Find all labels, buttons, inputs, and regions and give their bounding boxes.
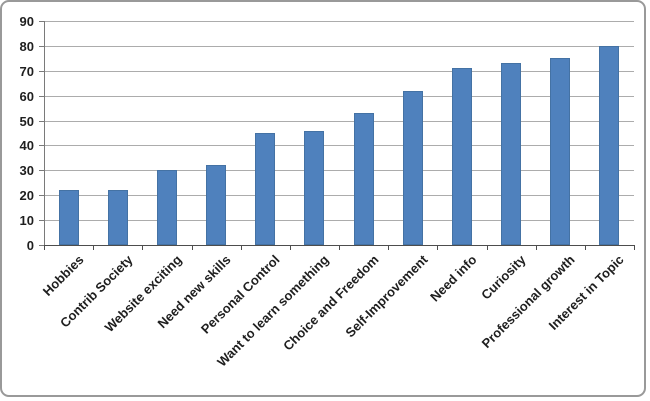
x-axis-tick-7	[388, 246, 390, 250]
gridline-60	[44, 95, 634, 97]
bar-choice-and-freedom	[353, 113, 374, 245]
x-axis-label-need-info: Need info	[427, 252, 480, 305]
bar-website-exciting	[156, 170, 177, 245]
y-axis-tick-10	[39, 220, 44, 222]
y-axis-label-10: 10	[19, 213, 34, 229]
x-axis-label-hobbies: Hobbies	[39, 252, 87, 299]
y-axis-tick-80	[39, 45, 44, 47]
bar-contrib-society	[107, 190, 128, 245]
x-axis-label-self-improvement: Self-Improvement	[342, 252, 431, 341]
bar-hobbies	[58, 190, 79, 245]
gridline-30	[44, 170, 634, 172]
x-axis-label-choice-and-freedom: Choice and Freedom	[279, 252, 382, 354]
x-axis-tick-12	[634, 246, 635, 250]
gridline-90	[44, 21, 634, 22]
x-axis-label-curiosity: Curiosity	[478, 252, 529, 303]
y-axis-label-90: 90	[19, 14, 34, 29]
y-axis-label-30: 30	[19, 163, 34, 179]
gridline-40	[44, 145, 634, 147]
x-axis-tick-4	[240, 246, 242, 250]
x-axis-label-professional-growth: Professional growth	[478, 252, 578, 351]
x-axis-tick-2	[142, 246, 144, 250]
gridline-10	[44, 220, 634, 222]
x-axis-tick-6	[339, 246, 340, 250]
bar-need-new-skills	[206, 165, 227, 245]
y-axis-label-70: 70	[19, 63, 34, 79]
y-axis-tick-50	[39, 120, 44, 122]
gridline-20	[44, 195, 634, 197]
y-axis-tick-30	[39, 170, 44, 172]
x-axis-tick-10	[535, 246, 537, 250]
bar-curiosity	[501, 63, 522, 245]
x-axis-tick-9	[486, 246, 488, 250]
x-axis-tick-5	[289, 246, 291, 250]
y-axis-tick-90	[39, 21, 44, 22]
y-axis-label-60: 60	[19, 88, 34, 104]
bar-need-info	[451, 68, 472, 245]
x-axis-line	[44, 245, 635, 246]
y-axis-label-0: 0	[26, 238, 34, 253]
x-axis-tick-3	[191, 246, 193, 250]
plot-area: 0 10 20 30 40 50 60 70 80 90 Hobbies Contrib Societ…	[2, 2, 644, 395]
bar-personal-control	[255, 133, 276, 245]
bar-want-to-learn-something	[304, 130, 325, 245]
bar-professional-growth	[550, 58, 571, 245]
y-axis-tick-40	[39, 145, 44, 147]
y-axis-label-40: 40	[19, 138, 34, 154]
gridline-70	[44, 70, 634, 72]
y-axis-tick-20	[39, 195, 44, 197]
x-axis-tick-1	[93, 246, 95, 250]
bar-self-improvement	[402, 90, 423, 245]
x-axis-tick-8	[437, 246, 439, 250]
y-axis-label-80: 80	[19, 38, 34, 54]
y-axis-tick-70	[39, 70, 44, 72]
y-axis-label-50: 50	[19, 113, 34, 129]
y-axis-label-20: 20	[19, 188, 34, 204]
y-axis-tick-0	[39, 245, 44, 246]
x-axis-tick-11	[584, 246, 586, 250]
y-axis-line	[44, 21, 45, 245]
gridline-50	[44, 120, 634, 122]
y-axis-tick-60	[39, 95, 44, 97]
bar-interest-in-topic	[599, 45, 620, 245]
x-axis-tick-0	[44, 246, 45, 250]
gridline-80	[44, 45, 634, 47]
